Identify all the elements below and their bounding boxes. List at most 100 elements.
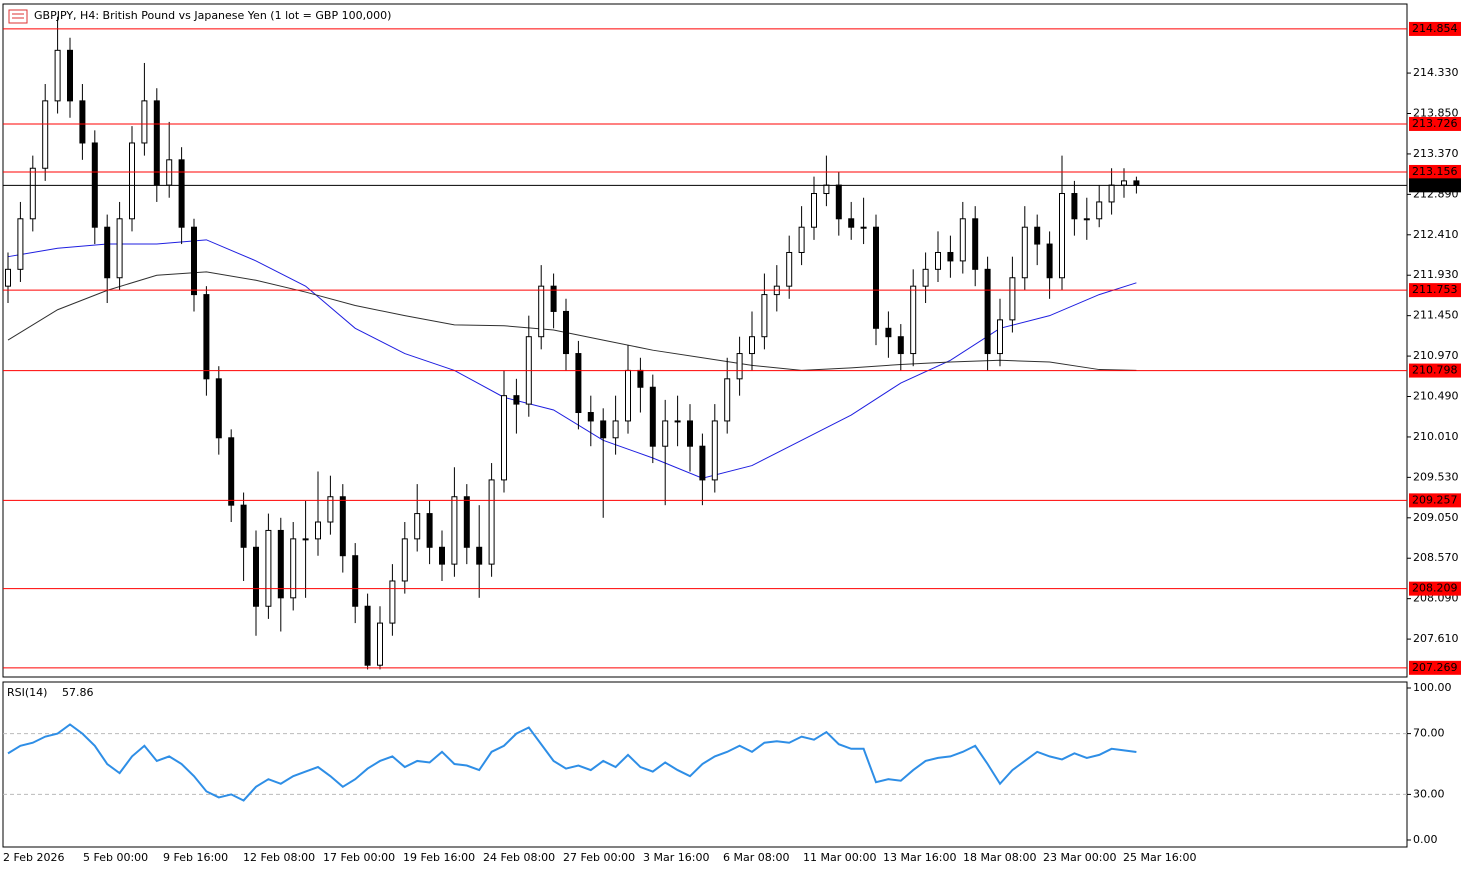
candle-body bbox=[947, 251, 954, 262]
y-tick-label: 213.370 bbox=[1413, 147, 1459, 160]
y-tick-label: 213.850 bbox=[1413, 106, 1459, 119]
candle-body bbox=[897, 336, 904, 355]
candle-body bbox=[476, 546, 483, 565]
rsi-name: RSI(14) bbox=[7, 686, 47, 699]
x-tick-label: 19 Feb 16:00 bbox=[403, 851, 475, 864]
candle-body bbox=[984, 268, 991, 355]
level-label: 213.156 bbox=[1412, 165, 1458, 178]
candle-body bbox=[116, 218, 123, 279]
candle-body bbox=[463, 496, 470, 548]
candle-body bbox=[600, 420, 607, 439]
candle-body bbox=[848, 218, 855, 228]
candle-body bbox=[972, 218, 979, 270]
candle-body bbox=[575, 353, 582, 414]
candle-body bbox=[860, 226, 867, 229]
chart-title: GBPJPY, H4: British Pound vs Japanese Ye… bbox=[34, 9, 391, 22]
candle-body bbox=[612, 420, 619, 439]
candle-body bbox=[104, 226, 111, 279]
level-label: 213.726 bbox=[1412, 117, 1458, 130]
x-tick-label: 24 Feb 08:00 bbox=[483, 851, 555, 864]
level-tag bbox=[1409, 581, 1461, 596]
candle-body bbox=[724, 378, 731, 422]
candle-body bbox=[711, 420, 718, 481]
candle-body bbox=[959, 218, 966, 262]
candle-body bbox=[240, 504, 247, 548]
candle-body bbox=[1096, 201, 1103, 220]
level-tag bbox=[1409, 493, 1461, 508]
moving-average bbox=[7, 271, 1137, 371]
candle-body bbox=[352, 555, 359, 607]
y-tick-label: 207.610 bbox=[1413, 632, 1459, 645]
candle-body bbox=[625, 369, 631, 422]
candle-body bbox=[935, 251, 941, 270]
candle-body bbox=[811, 193, 817, 228]
candle-body bbox=[302, 538, 309, 541]
candle-body bbox=[451, 496, 458, 565]
x-tick-label: 17 Feb 00:00 bbox=[323, 851, 395, 864]
candle-body bbox=[141, 100, 148, 144]
candle-body bbox=[439, 546, 445, 565]
candle-body bbox=[550, 285, 557, 312]
level-tag bbox=[1409, 363, 1461, 378]
candle-body bbox=[277, 529, 284, 599]
candle-body bbox=[215, 378, 222, 439]
candle-body bbox=[129, 142, 135, 220]
candle-body bbox=[315, 521, 321, 540]
y-tick-label: 210.490 bbox=[1413, 390, 1459, 403]
candle-body bbox=[687, 420, 693, 447]
x-tick-label: 6 Mar 08:00 bbox=[723, 851, 789, 864]
candle-body bbox=[377, 622, 383, 666]
rsi-frame bbox=[2, 681, 1408, 848]
candle-body bbox=[153, 100, 160, 186]
candle-body bbox=[1046, 243, 1053, 279]
candle-body bbox=[637, 369, 644, 388]
current-price-label: 212.997 bbox=[1412, 178, 1458, 191]
level-tag bbox=[1409, 660, 1461, 675]
candle-body bbox=[997, 319, 1003, 355]
candle-body bbox=[42, 100, 49, 169]
candle-body bbox=[339, 496, 346, 557]
candle-body bbox=[203, 294, 210, 380]
level-label: 209.257 bbox=[1412, 493, 1458, 506]
candle-body bbox=[426, 513, 433, 548]
candle-body bbox=[327, 496, 334, 523]
candle-body bbox=[166, 159, 173, 186]
candle-body bbox=[922, 268, 929, 287]
level-label: 207.269 bbox=[1412, 661, 1458, 674]
rsi-line bbox=[7, 723, 1137, 802]
x-tick-label: 2 Feb 2026 bbox=[3, 851, 64, 864]
level-tag bbox=[1409, 164, 1461, 179]
candle-body bbox=[1071, 193, 1078, 220]
candle-body bbox=[563, 310, 569, 355]
level-label: 211.753 bbox=[1412, 283, 1458, 296]
candle-body bbox=[1108, 184, 1115, 203]
candle-body bbox=[5, 268, 11, 287]
x-tick-label: 5 Feb 00:00 bbox=[83, 851, 148, 864]
y-tick-label: 214.330 bbox=[1413, 66, 1459, 79]
candle-body bbox=[873, 226, 879, 329]
rsi-value: 57.86 bbox=[62, 686, 94, 699]
candle-body bbox=[401, 538, 408, 582]
candle-body bbox=[798, 226, 805, 253]
candle-body bbox=[1083, 218, 1090, 221]
candle-body bbox=[1059, 193, 1065, 279]
candle-body bbox=[228, 437, 235, 506]
level-label: 208.209 bbox=[1412, 582, 1458, 595]
x-tick-label: 12 Feb 08:00 bbox=[243, 851, 315, 864]
y-tick-label: 30.00 bbox=[1413, 787, 1445, 800]
candle-body bbox=[1121, 180, 1127, 186]
candle-body bbox=[587, 412, 594, 422]
candle-body bbox=[290, 538, 297, 599]
level-label: 210.798 bbox=[1412, 364, 1458, 377]
y-tick-label: 100.00 bbox=[1413, 681, 1452, 694]
candle-body bbox=[736, 353, 743, 380]
candle-body bbox=[488, 479, 495, 565]
candle-body bbox=[364, 605, 371, 666]
candle-body bbox=[265, 529, 272, 607]
x-tick-label: 9 Feb 16:00 bbox=[163, 851, 228, 864]
candle-body bbox=[29, 167, 36, 220]
candle-body bbox=[1133, 180, 1140, 186]
candle-body bbox=[389, 580, 396, 624]
main-frame bbox=[2, 3, 1408, 678]
